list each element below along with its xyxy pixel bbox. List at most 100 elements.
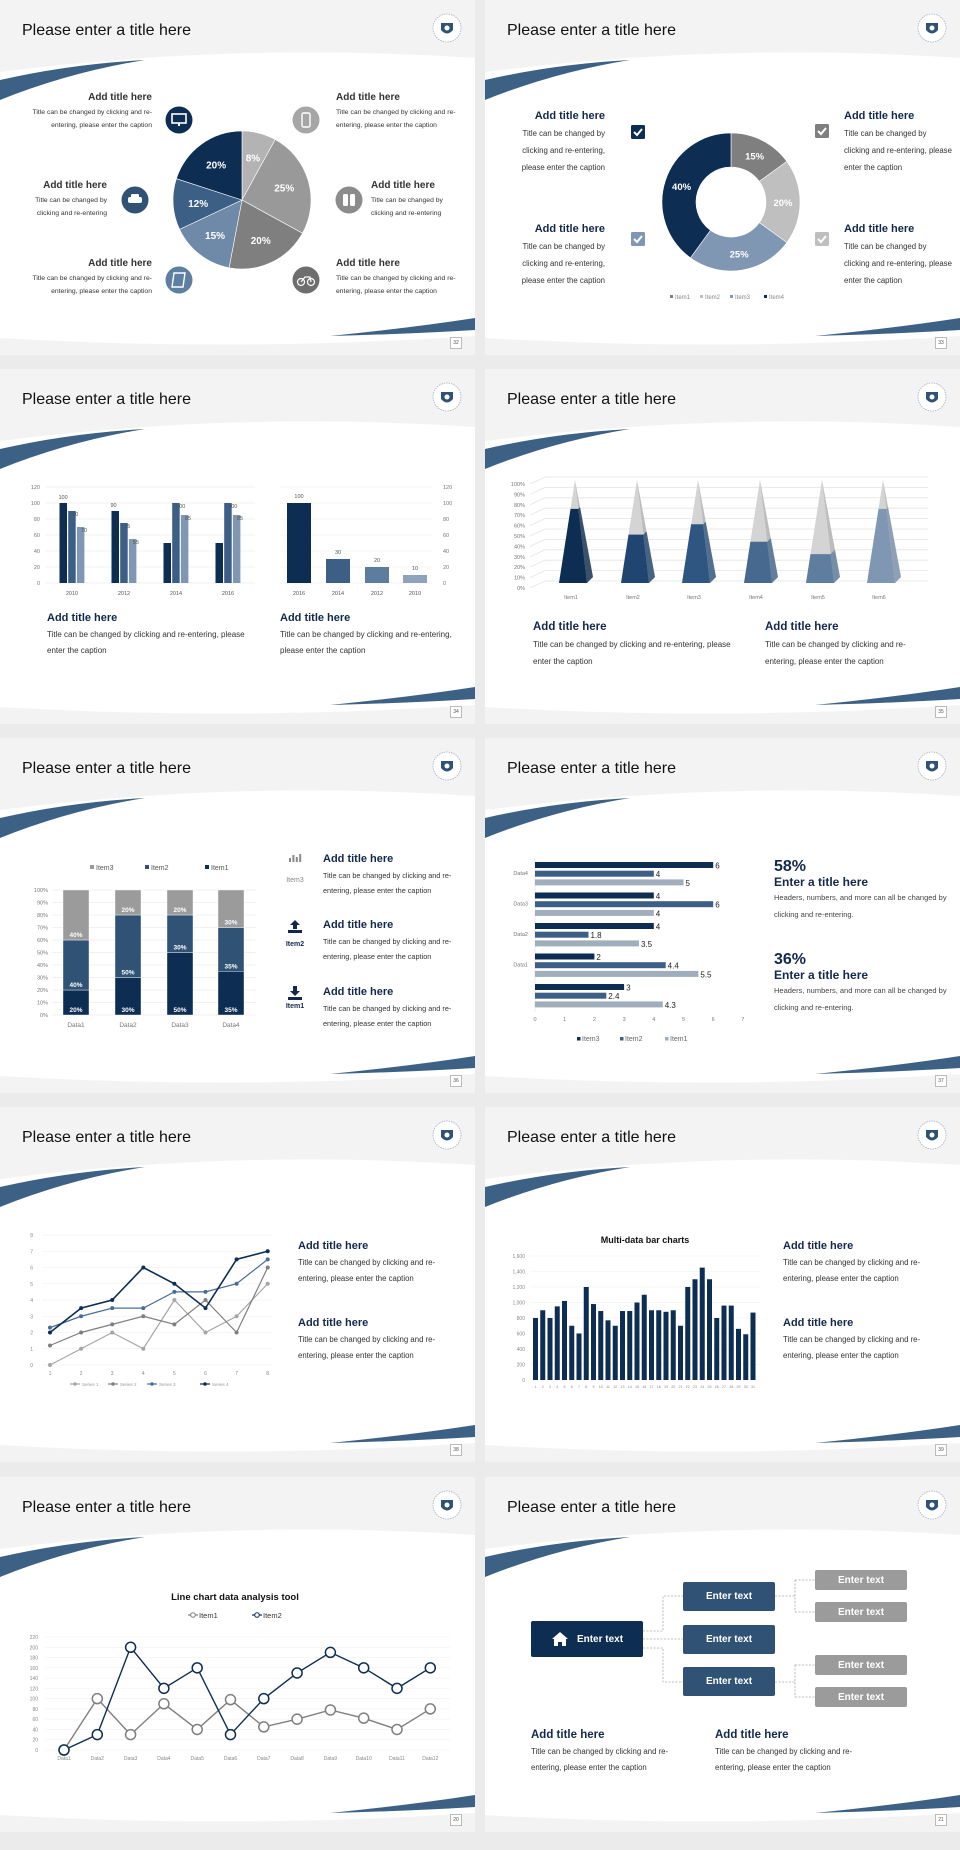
bar-data-label: 90 bbox=[111, 503, 117, 509]
data-point bbox=[79, 1314, 84, 1319]
block-caption: Title can be changed by clicking and re-… bbox=[32, 275, 152, 295]
top-swoosh bbox=[0, 60, 145, 100]
x-tick-label: 4 bbox=[142, 1371, 145, 1377]
slide-thumbnail[interactable]: Line chart data analysis tool 0 20 40 60 80 10… bbox=[0, 1477, 475, 1832]
y-tick-label: 1 bbox=[30, 1347, 33, 1353]
x-tick-label: 5 bbox=[564, 1385, 566, 1389]
block-heading: Add title here bbox=[88, 92, 152, 103]
slide-canvas: 0% 10% 20% 30% 40% 50% 60% 70% 80% 90% 100% Item1 It… bbox=[485, 382, 960, 714]
bar-data-label: 1.8 bbox=[590, 931, 602, 940]
hbar bbox=[535, 1001, 663, 1008]
y-tick-label: 6 bbox=[30, 1266, 33, 1272]
bar-data-label: 4 bbox=[656, 909, 661, 918]
leaf-node[interactable]: Enter text bbox=[815, 1687, 907, 1707]
page-number: 35 bbox=[935, 706, 947, 718]
segment-label: 30% bbox=[173, 945, 186, 952]
bar bbox=[685, 1287, 691, 1380]
text-block: Add title here Title can be changed by cl… bbox=[280, 612, 460, 659]
phone-icon bbox=[292, 106, 320, 134]
slide-body bbox=[485, 1159, 960, 1452]
slide-thumbnail[interactable]: 0% 10% 20% 30% 40% 50% 60% 70% 80% 90% 100% 20% 40% 4… bbox=[0, 738, 475, 1093]
block-heading: Add title here bbox=[336, 258, 400, 269]
stacked-bar-segment bbox=[217, 889, 245, 928]
legend-label: Item1 bbox=[670, 1036, 688, 1043]
root-node[interactable]: Enter text bbox=[531, 1621, 643, 1657]
x-tick-label: 1 bbox=[563, 1017, 566, 1023]
bar bbox=[692, 1279, 698, 1380]
y-tick-label: 80 bbox=[443, 517, 449, 523]
block-caption: Title can be changed by clicking and re-… bbox=[371, 197, 443, 217]
slide-thumbnail[interactable]: 6 4 5 Data4 4 6 4 Data3 4 1.8 3.5 Data2 2 4.4 5.5 Data1… bbox=[485, 738, 960, 1093]
hbar bbox=[535, 870, 654, 877]
data-point bbox=[172, 1289, 177, 1294]
upload-icon bbox=[288, 920, 302, 933]
top-swoosh bbox=[485, 1167, 630, 1207]
checkbox-icon bbox=[815, 232, 829, 246]
child-node[interactable]: Enter text bbox=[683, 1667, 775, 1696]
hbar bbox=[535, 892, 654, 899]
x-tick-label: 13 bbox=[621, 1385, 625, 1389]
text-block: Add title here Title can be changed by cl… bbox=[783, 1240, 948, 1287]
bar bbox=[76, 527, 85, 583]
slide-thumbnail[interactable]: 0% 10% 20% 30% 40% 50% 60% 70% 80% 90% 100% Item1 It… bbox=[485, 369, 960, 724]
gridline bbox=[529, 539, 928, 547]
data-point bbox=[110, 1330, 115, 1335]
slide-thumbnail[interactable]: 0 0 20 20 40 40 60 60 80 80 100 100 120 120 100 90 70 201… bbox=[0, 369, 475, 724]
bar-data-label: 4 bbox=[656, 892, 661, 901]
bar bbox=[634, 1302, 640, 1380]
hbar bbox=[535, 984, 625, 990]
hbar bbox=[535, 931, 589, 938]
pie-slice-label: 8% bbox=[246, 153, 261, 164]
hbar bbox=[535, 879, 684, 886]
slide-thumbnail[interactable]: 0 1 2 3 4 5 6 7 8 1 2 3 4 5 6 7 8 Series 1 Series 2 Series … bbox=[0, 1107, 475, 1462]
y-tick-label: 60% bbox=[514, 524, 525, 530]
y-tick-label: 2 bbox=[30, 1331, 33, 1337]
block-heading: Add title here bbox=[534, 110, 605, 122]
download-icon bbox=[288, 986, 302, 1000]
bar bbox=[583, 1287, 589, 1380]
text-block: Add title here Title can be changed by cl… bbox=[323, 986, 468, 1031]
bar-data-label: 4.3 bbox=[665, 1001, 677, 1010]
segment-label: 30% bbox=[224, 920, 237, 927]
leaf-node[interactable]: Enter text bbox=[815, 1602, 907, 1622]
top-swoosh bbox=[485, 798, 630, 838]
block-caption: Title can be changed by clicking and re-… bbox=[844, 129, 952, 172]
slide-thumbnail[interactable]: Multi-data bar charts 0 200 400 600 800 1,000 1… bbox=[485, 1107, 960, 1462]
text-block: Add title here Title can be changed by cl… bbox=[783, 1317, 948, 1364]
y-tick-label: 60 bbox=[32, 1717, 38, 1723]
x-tick-label: Data7 bbox=[257, 1756, 271, 1762]
x-tick-label: 18 bbox=[657, 1385, 661, 1389]
block-caption: Title can be changed by clicking and re-… bbox=[521, 242, 605, 285]
x-tick-label: Data10 bbox=[356, 1756, 372, 1762]
data-point bbox=[291, 1713, 303, 1725]
x-tick-label: 5 bbox=[682, 1017, 685, 1023]
child-node[interactable]: Enter text bbox=[683, 1582, 775, 1611]
y-tick-label: 90% bbox=[514, 492, 525, 498]
university-seal-logo bbox=[432, 13, 462, 43]
block-heading: Add title here bbox=[531, 1729, 605, 1741]
y-tick-label: 0 bbox=[522, 1378, 525, 1384]
x-tick-label: 8 bbox=[266, 1371, 269, 1377]
x-tick-label: 2016 bbox=[293, 591, 305, 597]
data-point bbox=[141, 1314, 146, 1319]
page-number: 32 bbox=[450, 337, 462, 349]
x-tick-label: 3 bbox=[623, 1017, 626, 1023]
bar bbox=[714, 1318, 720, 1380]
block-heading: Add title here bbox=[336, 92, 400, 103]
data-point bbox=[357, 1662, 370, 1674]
leaf-node[interactable]: Enter text bbox=[815, 1655, 907, 1675]
bar-data-label: 2.4 bbox=[608, 992, 620, 1001]
bar bbox=[540, 1310, 546, 1380]
page-number: 21 bbox=[935, 1814, 947, 1826]
leaf-node[interactable]: Enter text bbox=[815, 1570, 907, 1590]
x-tick-label: 30 bbox=[744, 1385, 748, 1389]
child-node[interactable]: Enter text bbox=[683, 1625, 775, 1654]
gridline bbox=[529, 487, 928, 495]
slide-thumbnail[interactable]: 8% 25% 20% 15% 12% 20% Please enter a title he… bbox=[0, 0, 475, 355]
bar bbox=[728, 1305, 734, 1380]
bar-data-label: 3 bbox=[626, 984, 631, 993]
pyramid-bar bbox=[682, 480, 716, 583]
data-point bbox=[158, 1682, 170, 1695]
slide-thumbnail[interactable]: 15% 20% 25% 40% Item1 Item2 Item3 Item4 Please e… bbox=[485, 0, 960, 355]
slide-thumbnail[interactable]: Please enter a title here 21 Enter text Ent… bbox=[485, 1477, 960, 1832]
